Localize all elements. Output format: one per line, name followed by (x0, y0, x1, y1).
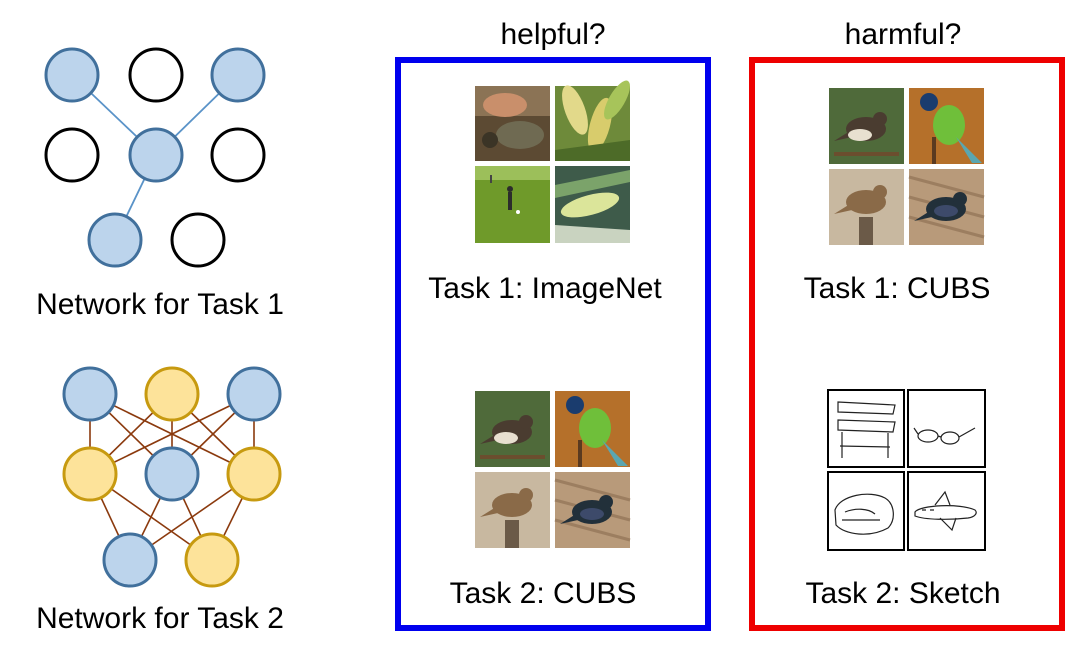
helpful-cubs-thumbnails (475, 391, 631, 548)
harmful-cubs-thumbnails (829, 88, 985, 245)
network-task2-node-yellow (226, 446, 282, 502)
network-task1-node-white (128, 47, 184, 103)
network-task1-node-blue (128, 127, 184, 183)
network-task1: Network for Task 1 (36, 47, 284, 321)
harmful-cubs-thumb-starling (908, 169, 985, 245)
helpful-cubs-thumb-sparrow (475, 391, 550, 467)
network-task2-node-yellow (62, 446, 118, 502)
harmful-cubs-thumb-green-bird (909, 88, 984, 164)
network-task1-node-white (44, 127, 100, 183)
harmful-cubs-thumb-wren (829, 169, 904, 245)
sketch-thumbnails (827, 389, 986, 551)
network-task2: Network for Task 2 (36, 366, 284, 635)
imagenet-thumb-hands (475, 86, 550, 161)
imagenet-thumb-corn (555, 80, 630, 161)
harmful-panel: harmful? (749, 18, 1065, 631)
network-task1-node-blue (44, 47, 100, 103)
harmful-heading: harmful? (845, 18, 962, 51)
sketch-thumb-shoe (827, 471, 905, 551)
network-task1-node-blue (210, 47, 266, 103)
helpful-cubs-thumb-starling (554, 472, 631, 548)
network-task2-nodes (62, 366, 282, 588)
sketch-thumb-bench (827, 389, 905, 468)
network-task2-caption: Network for Task 2 (36, 602, 284, 635)
harmful-task1-label: Task 1: CUBS (804, 272, 991, 305)
network-task1-node-white (210, 127, 266, 183)
network-task2-node-blue (102, 532, 158, 588)
network-task1-node-white (170, 212, 226, 268)
harmful-panel-border (749, 57, 1065, 631)
helpful-task1-label: Task 1: ImageNet (428, 272, 662, 305)
network-task2-node-yellow (184, 532, 240, 588)
imagenet-thumb-corn-leaves (555, 166, 630, 243)
network-task2-edge (89, 393, 255, 475)
helpful-panel-border (395, 57, 711, 631)
harmful-cubs-thumb-sparrow (829, 88, 904, 164)
sketch-thumb-airplane (907, 471, 986, 551)
network-task2-node-blue (144, 446, 200, 502)
imagenet-thumb-field (475, 166, 550, 243)
network-task2-node-yellow (144, 366, 200, 422)
helpful-task2-label: Task 2: CUBS (450, 577, 637, 610)
helpful-cubs-thumb-wren (475, 472, 550, 548)
network-task1-caption: Network for Task 1 (36, 288, 284, 321)
harmful-task2-label: Task 2: Sketch (805, 577, 1000, 610)
network-task1-nodes (44, 47, 266, 268)
helpful-panel: helpful? (395, 18, 711, 631)
network-task2-node-blue (226, 366, 282, 422)
imagenet-thumbnails (475, 80, 630, 243)
helpful-cubs-thumb-green-bird (555, 391, 630, 467)
network-task2-node-blue (62, 366, 118, 422)
sketch-thumb-glasses (907, 389, 986, 468)
helpful-heading: helpful? (500, 18, 605, 51)
network-task1-node-blue (87, 212, 143, 268)
